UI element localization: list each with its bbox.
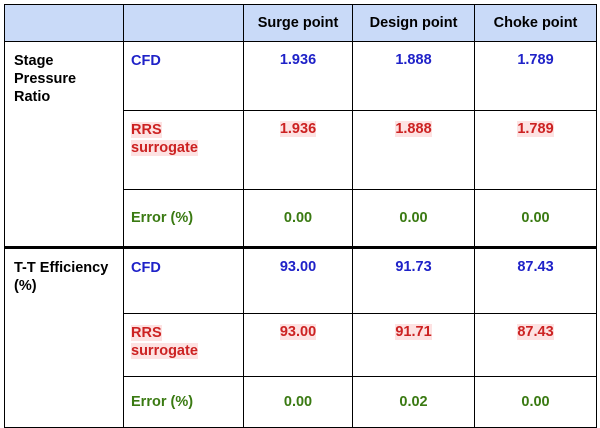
header-method-cell xyxy=(123,4,244,42)
group-label-line: Stage xyxy=(14,53,54,69)
table-row: T-T Efficiency (%) CFD 93.00 91.73 87.43 xyxy=(4,246,597,428)
method-cfd: CFD xyxy=(123,41,244,111)
group-label-line: Ratio xyxy=(14,89,51,105)
group-label-line: (%) xyxy=(14,278,37,294)
value-cell: 87.43 xyxy=(474,246,597,314)
value-cell: 1.888 xyxy=(352,41,475,111)
results-table-container: Surge point Design point Choke point Sta… xyxy=(4,4,597,428)
value-cell: 93.00 xyxy=(243,246,353,314)
value-cell: 0.00 xyxy=(243,376,353,428)
value-cell: 1.789 xyxy=(474,41,597,111)
value-cell: 0.00 xyxy=(474,189,597,248)
group-label-tt-efficiency: T-T Efficiency (%) xyxy=(4,246,124,428)
value-cell: 0.00 xyxy=(243,189,353,248)
header-corner-cell xyxy=(4,4,124,42)
results-table: Surge point Design point Choke point Sta… xyxy=(4,4,597,428)
group-label-line: T-T Efficiency xyxy=(14,260,109,276)
method-error: Error (%) xyxy=(123,376,244,428)
header-design-point: Design point xyxy=(352,4,475,42)
header-choke-point: Choke point xyxy=(474,4,597,42)
value-cell: 93.00 xyxy=(243,313,353,377)
group-label-line: Pressure xyxy=(14,71,77,87)
value-cell: 91.73 xyxy=(352,246,475,314)
table-row: RRS surrogate 93.00 91.71 87.43 xyxy=(5,313,597,377)
value-cell: 0.00 xyxy=(474,376,597,428)
value-cell: 1.936 xyxy=(243,41,353,111)
header-row: Surge point Design point Choke point xyxy=(4,4,597,42)
method-rrs-surrogate: RRS surrogate xyxy=(123,110,244,190)
value-cell: 87.43 xyxy=(474,313,597,377)
method-error: Error (%) xyxy=(123,189,244,248)
header-surge-point: Surge point xyxy=(243,4,353,42)
method-cfd: CFD xyxy=(123,246,244,314)
group-label-pressure-ratio: Stage Pressure Ratio xyxy=(4,41,124,248)
value-cell: 1.936 xyxy=(243,110,353,190)
method-rrs-surrogate: RRS surrogate xyxy=(123,313,244,377)
table-row: RRS surrogate 1.936 1.888 1.789 xyxy=(5,110,597,190)
value-cell: 91.71 xyxy=(352,313,475,377)
value-cell: 1.888 xyxy=(352,110,475,190)
value-cell: 0.00 xyxy=(352,189,475,248)
value-cell: 1.789 xyxy=(474,110,597,190)
value-cell: 0.02 xyxy=(352,376,475,428)
table-row: Stage Pressure Ratio CFD 1.936 1.888 1.7… xyxy=(4,41,597,248)
